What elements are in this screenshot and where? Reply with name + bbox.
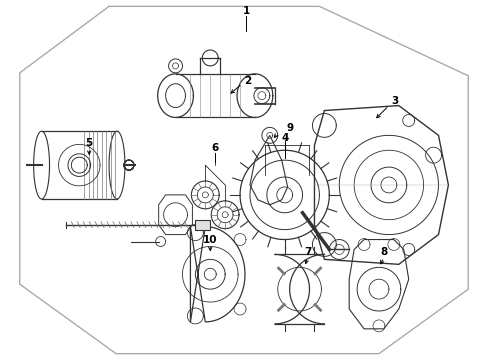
Text: 3: 3 [391, 96, 398, 105]
Text: 8: 8 [380, 247, 388, 257]
Text: 4: 4 [281, 133, 289, 143]
Text: 2: 2 [245, 76, 251, 86]
Text: 6: 6 [212, 143, 219, 153]
Text: 9: 9 [286, 123, 293, 134]
Text: 7: 7 [304, 247, 311, 257]
Text: 1: 1 [243, 6, 249, 16]
Polygon shape [196, 220, 210, 230]
Text: 10: 10 [203, 234, 218, 244]
Text: 5: 5 [86, 138, 93, 148]
